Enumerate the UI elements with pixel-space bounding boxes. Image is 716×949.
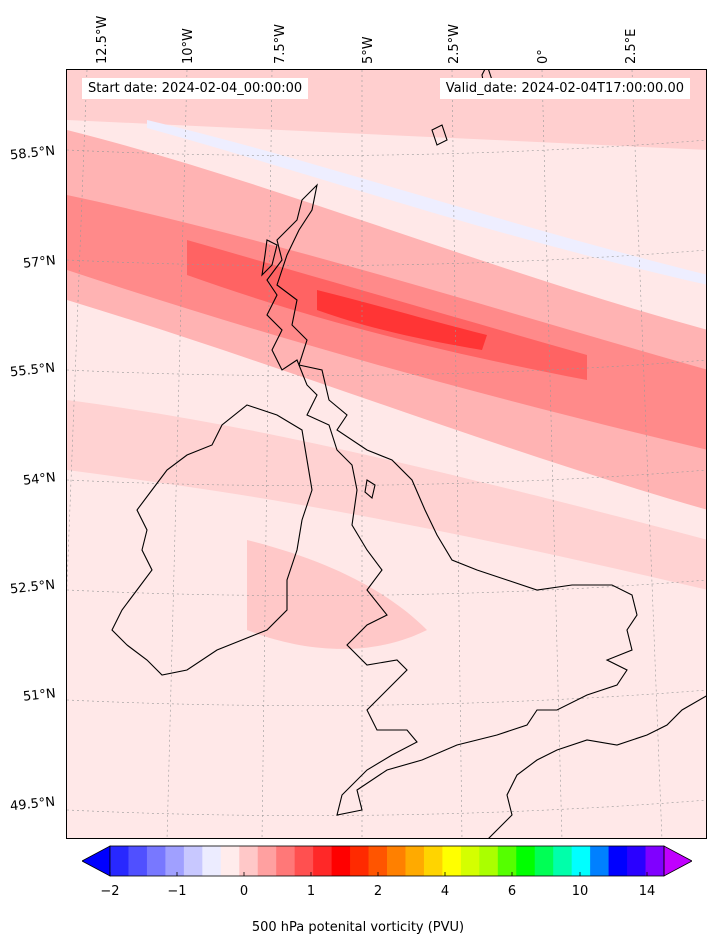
colorbar-extend-min	[82, 845, 111, 877]
colorbar-swatch	[220, 846, 240, 876]
colorbar-swatch	[442, 846, 462, 876]
colorbar-swatch	[423, 846, 443, 876]
colorbar-swatch	[350, 846, 370, 876]
colorbar-swatch	[460, 846, 480, 876]
colorbar-swatch	[608, 846, 628, 876]
latitude-label: 49.5°N	[9, 794, 56, 815]
colorbar-swatch	[202, 846, 222, 876]
latitude-label: 57°N	[22, 253, 57, 272]
isle-of-man	[364, 479, 376, 500]
colorbar-tick-label: −2	[100, 884, 120, 899]
colorbar-tick-label: 1	[306, 884, 316, 899]
coastlines	[111, 70, 706, 838]
colorbar-tick-label: 6	[507, 884, 517, 899]
colorbar-swatch	[387, 846, 406, 876]
colorbar-swatch	[479, 846, 499, 876]
colorbar-swatch	[534, 846, 554, 876]
colorbar-tick-label: −1	[167, 884, 187, 899]
colorbar-tick-label: 10	[571, 884, 589, 899]
colorbar-swatch	[516, 846, 536, 876]
latitude-label: 55.5°N	[9, 360, 56, 381]
colorbar-swatch	[331, 846, 351, 876]
latitude-label: 54°N	[22, 470, 57, 489]
colorbar-swatch	[405, 846, 425, 876]
orkney	[431, 124, 448, 146]
colorbar-swatch	[128, 846, 148, 876]
longitude-label: 2.5°E	[624, 28, 639, 64]
colorbar-tick-label: 4	[440, 884, 450, 899]
latitude-label: 51°N	[22, 686, 57, 705]
colorbar-tick-label: 2	[373, 884, 383, 899]
latitude-label: 58.5°N	[9, 143, 56, 164]
ireland-coast	[111, 404, 313, 676]
pv-field-south	[247, 540, 427, 649]
longitude-label: 12.5°W	[95, 15, 110, 64]
map-panel	[66, 69, 707, 839]
colorbar-swatch	[239, 846, 259, 876]
longitude-label: 10°W	[181, 28, 196, 64]
colorbar-swatch	[146, 846, 166, 876]
pv-negative-sliver	[147, 120, 706, 285]
graticule	[67, 70, 706, 838]
colorbar-swatch	[645, 846, 665, 876]
colorbar	[82, 845, 692, 877]
colorbar-tick-label: 0	[239, 884, 249, 899]
colorbar-extend-max	[663, 845, 692, 877]
pv-band-max	[317, 290, 487, 350]
outer-hebrides	[261, 239, 278, 277]
colorbar-swatch	[110, 846, 129, 876]
colorbar-swatch	[571, 846, 591, 876]
longitude-label: 2.5°W	[447, 23, 462, 64]
start-date-label: Start date: 2024-02-04_00:00:00	[82, 78, 309, 99]
colorbar-swatch	[553, 846, 573, 876]
colorbar-swatch	[313, 846, 333, 876]
colorbar-swatch	[257, 846, 277, 876]
pv-field-central	[67, 400, 706, 590]
valid-date-label: Valid_date: 2024-02-04T17:00:00.00	[439, 78, 690, 99]
colorbar-swatch	[368, 846, 388, 876]
colorbar-tick-label: 14	[638, 884, 656, 899]
longitude-label: 5°W	[361, 36, 376, 64]
colorbar-swatch	[276, 846, 296, 876]
latitude-label: 52.5°N	[9, 577, 56, 598]
colorbar-swatch	[294, 846, 314, 876]
colorbar-border	[109, 845, 665, 877]
colorbar-label: 500 hPa potenital vorticity (PVU)	[251, 920, 465, 935]
colorbar-swatch	[183, 846, 203, 876]
colorbar-swatch	[590, 846, 610, 876]
colorbar-swatch	[497, 846, 517, 876]
great-britain-coast	[266, 183, 638, 816]
colorbar-swatch	[165, 846, 185, 876]
map-plot	[67, 70, 706, 838]
longitude-label: 0°	[536, 49, 551, 64]
longitude-label: 7.5°W	[273, 23, 288, 64]
colorbar-swatch	[627, 846, 647, 876]
france-coast	[488, 695, 706, 838]
